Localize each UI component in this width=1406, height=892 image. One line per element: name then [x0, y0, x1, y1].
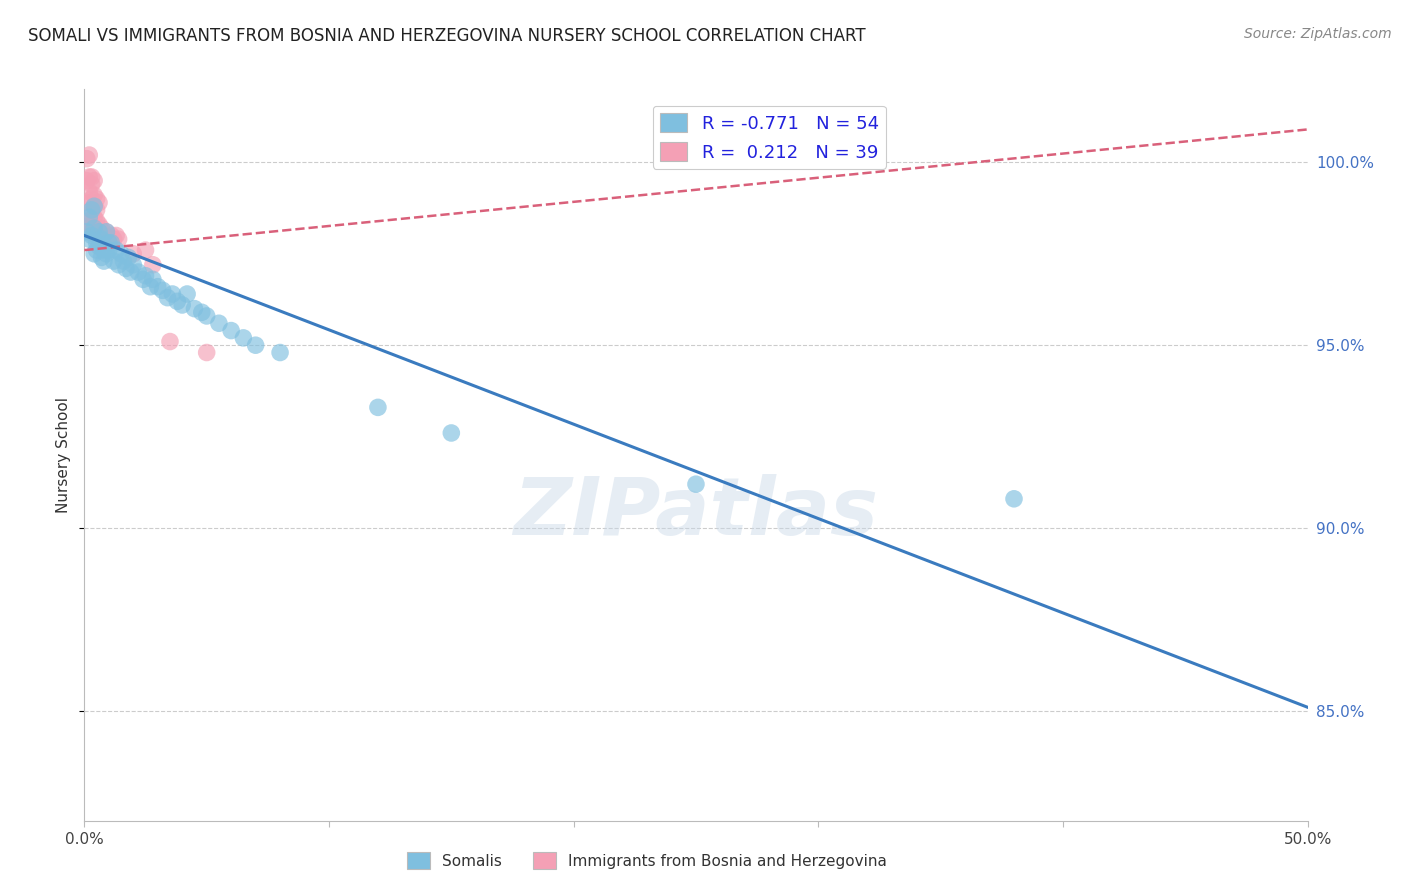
Point	[183, 301, 205, 316]
Point	[80, 228, 103, 243]
Point	[166, 294, 188, 309]
Point	[122, 258, 145, 272]
Point	[107, 258, 129, 272]
Point	[76, 152, 98, 166]
Text: SOMALI VS IMMIGRANTS FROM BOSNIA AND HERZEGOVINA NURSERY SCHOOL CORRELATION CHAR: SOMALI VS IMMIGRANTS FROM BOSNIA AND HER…	[28, 27, 866, 45]
Point	[191, 305, 214, 319]
Point	[77, 210, 100, 224]
Point	[120, 265, 142, 279]
Point	[77, 148, 100, 162]
Point	[103, 254, 125, 268]
Point	[80, 192, 103, 206]
Point	[142, 272, 165, 286]
Point	[83, 188, 105, 202]
Point	[76, 221, 98, 235]
Point	[219, 324, 242, 338]
Point	[195, 309, 218, 323]
Point	[97, 243, 120, 257]
Point	[87, 195, 110, 210]
Point	[77, 214, 100, 228]
Point	[162, 287, 184, 301]
Point	[87, 225, 110, 239]
Point	[159, 334, 181, 349]
Point	[77, 232, 100, 246]
Point	[80, 169, 103, 184]
Point	[77, 185, 100, 199]
Point	[112, 254, 135, 268]
Point	[117, 251, 139, 265]
Point	[440, 425, 463, 440]
Text: ZIPatlas: ZIPatlas	[513, 475, 879, 552]
Point	[96, 246, 118, 260]
Point	[110, 246, 132, 260]
Point	[77, 225, 100, 239]
Point	[90, 251, 112, 265]
Point	[87, 225, 110, 239]
Point	[156, 291, 179, 305]
Point	[86, 243, 108, 257]
Point	[83, 221, 105, 235]
Point	[83, 199, 105, 213]
Point	[139, 279, 162, 293]
Point	[80, 202, 103, 217]
Point	[86, 228, 108, 243]
Point	[86, 235, 108, 250]
Point	[83, 221, 105, 235]
Point	[107, 232, 129, 246]
Point	[105, 228, 128, 243]
Point	[232, 331, 254, 345]
Point	[77, 195, 100, 210]
Point	[245, 338, 267, 352]
Point	[685, 477, 707, 491]
Point	[208, 316, 231, 330]
Point	[105, 243, 128, 257]
Point	[83, 199, 105, 213]
Point	[80, 218, 103, 232]
Point	[93, 254, 115, 268]
Point	[152, 283, 174, 297]
Point	[97, 235, 120, 250]
Point	[87, 218, 110, 232]
Point	[83, 210, 105, 224]
Point	[1002, 491, 1025, 506]
Legend: Somalis, Immigrants from Bosnia and Herzegovina: Somalis, Immigrants from Bosnia and Herz…	[401, 847, 893, 875]
Point	[86, 214, 108, 228]
Point	[83, 246, 105, 260]
Point	[135, 243, 157, 257]
Point	[122, 246, 145, 260]
Point	[90, 221, 112, 235]
Point	[176, 287, 198, 301]
Point	[86, 192, 108, 206]
Point	[86, 202, 108, 217]
Point	[100, 228, 122, 243]
Point	[103, 232, 125, 246]
Point	[80, 206, 103, 220]
Point	[146, 279, 169, 293]
Point	[96, 225, 118, 239]
Point	[127, 265, 149, 279]
Point	[83, 173, 105, 187]
Point	[115, 261, 138, 276]
Point	[135, 268, 157, 283]
Point	[80, 178, 103, 192]
Point	[76, 225, 98, 239]
Text: Source: ZipAtlas.com: Source: ZipAtlas.com	[1244, 27, 1392, 41]
Y-axis label: Nursery School: Nursery School	[56, 397, 72, 513]
Point	[93, 228, 115, 243]
Point	[87, 239, 110, 253]
Point	[77, 169, 100, 184]
Point	[97, 232, 120, 246]
Point	[90, 232, 112, 246]
Point	[76, 173, 98, 187]
Point	[269, 345, 291, 359]
Point	[172, 298, 194, 312]
Point	[96, 225, 118, 239]
Point	[195, 345, 218, 359]
Point	[132, 272, 155, 286]
Point	[367, 401, 389, 415]
Point	[100, 235, 122, 250]
Point	[142, 258, 165, 272]
Point	[93, 243, 115, 257]
